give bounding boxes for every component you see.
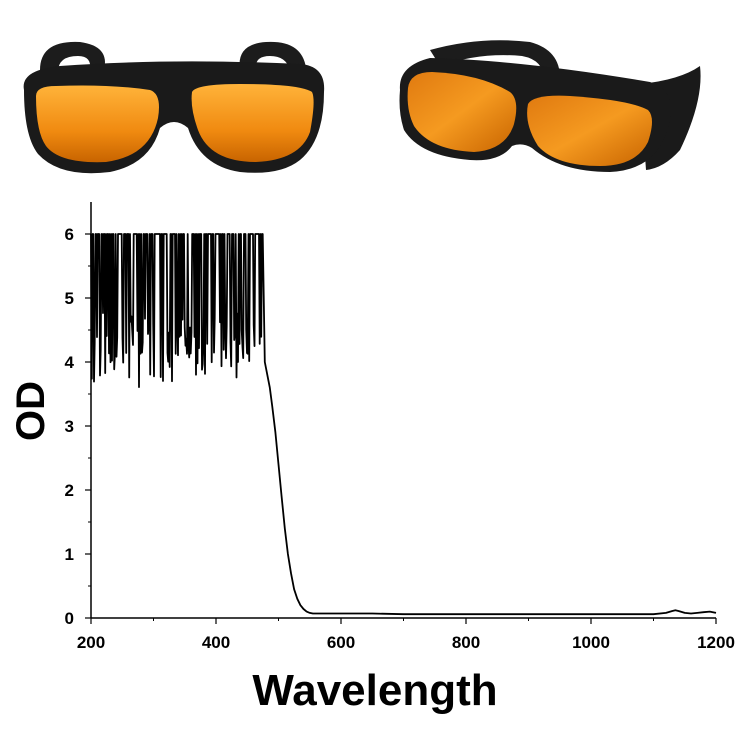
chart-ticks: 0 1 2 3 4 5 6 200 400 600 800 1000 1200 (65, 225, 735, 652)
y-tick-label: 5 (65, 289, 74, 308)
x-tick-label: 400 (202, 633, 230, 652)
y-tick-label: 3 (65, 417, 74, 436)
y-tick-label: 0 (65, 609, 74, 628)
goggles-front-right-lens (191, 84, 314, 162)
x-tick-label: 1200 (697, 633, 735, 652)
y-tick-label: 2 (65, 481, 74, 500)
x-tick-label: 600 (327, 633, 355, 652)
goggles-front-photo (23, 41, 325, 174)
goggles-angled-photo (399, 40, 701, 172)
goggles-angled-temple (430, 40, 560, 80)
x-tick-label: 200 (77, 633, 105, 652)
y-tick-label: 6 (65, 225, 74, 244)
od-series-line (90, 233, 717, 616)
od-chart: 0 1 2 3 4 5 6 200 400 600 800 1000 1200 Wavelength O… (9, 202, 735, 715)
y-tick-label: 1 (65, 545, 74, 564)
x-tick-label: 800 (452, 633, 480, 652)
goggles-angled-right-lens (527, 95, 652, 166)
goggles-angled-left-lens (407, 72, 517, 152)
y-tick-label: 4 (65, 353, 75, 372)
x-axis-title: Wavelength (252, 666, 497, 715)
goggles-front-left-lens (36, 85, 159, 163)
goggles-front-left-temple (40, 41, 105, 72)
x-tick-label: 1000 (572, 633, 610, 652)
chart-series-layer (90, 233, 717, 616)
y-axis-title: OD (9, 381, 53, 441)
